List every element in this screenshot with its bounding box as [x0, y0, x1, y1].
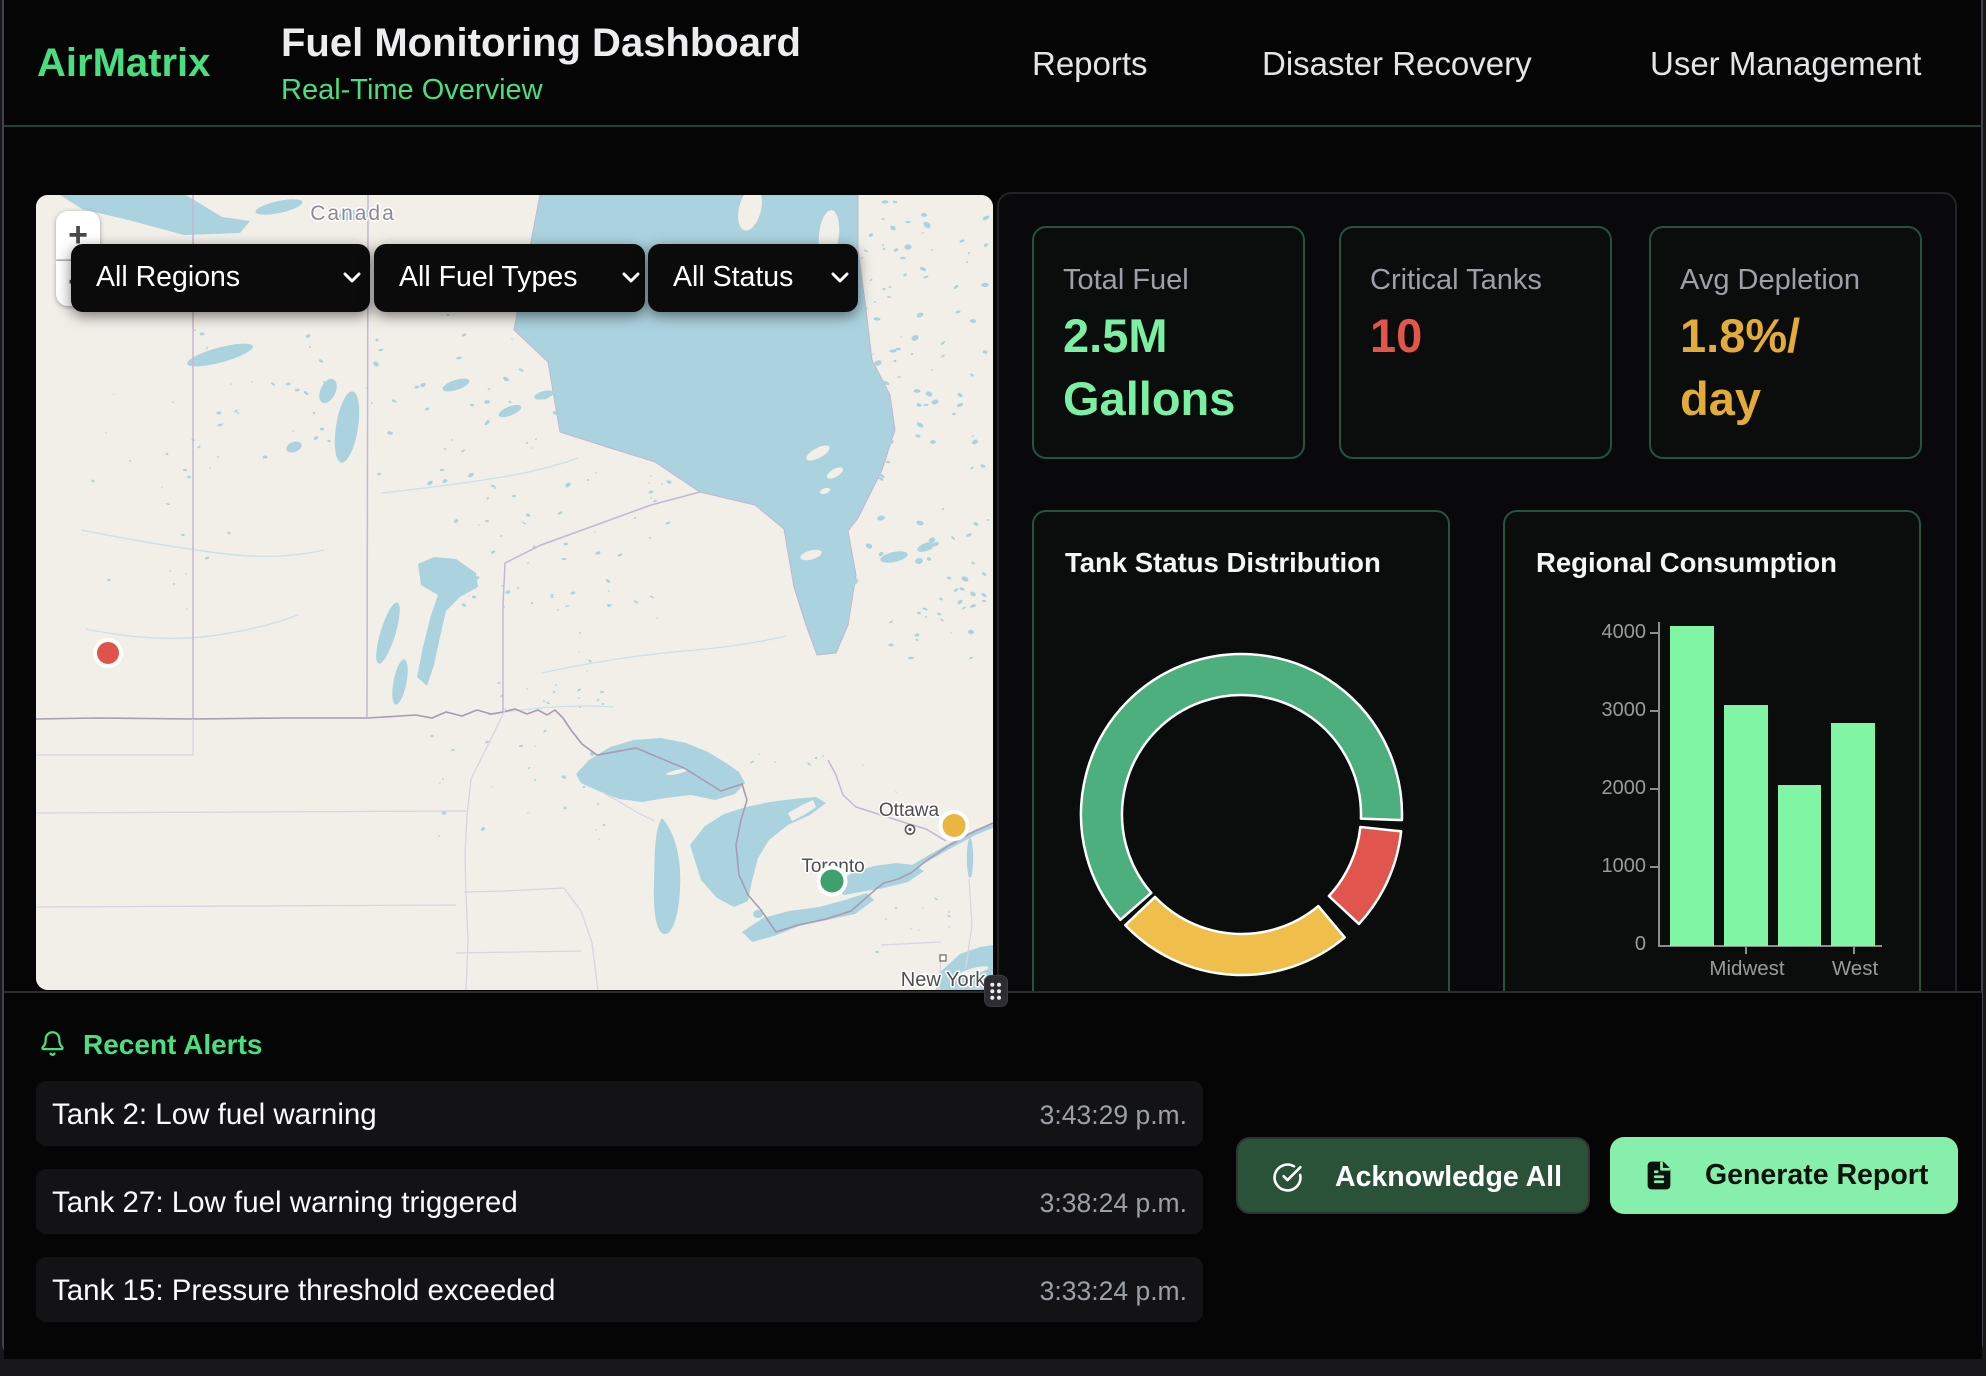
svg-text:Canada: Canada: [310, 202, 396, 225]
svg-text:Ottawa: Ottawa: [879, 800, 940, 821]
svg-text:New York: New York: [901, 969, 986, 990]
